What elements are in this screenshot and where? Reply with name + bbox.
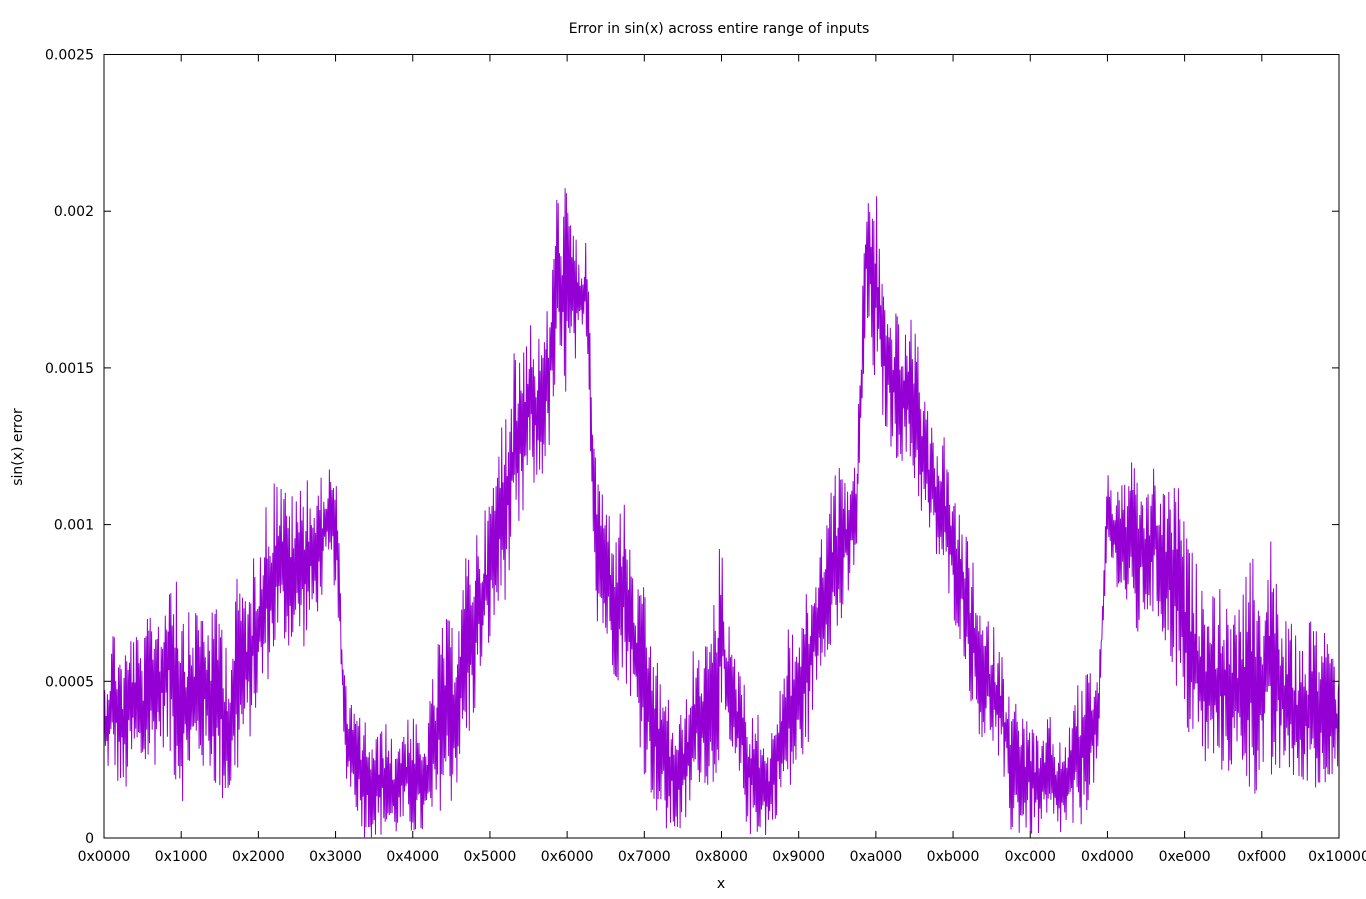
x-tick-label: 0x6000: [541, 849, 594, 865]
plot-series: [103, 188, 1340, 838]
x-axis: 0x0000 0x1000 0x2000 0x3000 0x4000 0x5000 0x60…: [78, 54, 1366, 865]
x-tick-label: 0xe000: [1159, 849, 1211, 865]
plot-frame: [103, 54, 1340, 839]
y-tick-label: 0.0005: [45, 674, 94, 690]
y-tick-label: 0.002: [54, 204, 94, 220]
x-tick-label: 0xa000: [850, 849, 903, 865]
x-tick-label: 0x1000: [155, 849, 208, 865]
x-tick-label: 0x8000: [695, 849, 748, 865]
y-axis: 0 0.0005 0.001 0.0015 0.002 0.0025: [45, 48, 1339, 847]
y-tick-label: 0.0025: [45, 48, 94, 64]
x-tick-label: 0xc000: [1005, 849, 1056, 865]
series-line: [103, 188, 1340, 838]
x-tick-label: 0xb000: [927, 849, 980, 865]
x-axis-label: x: [717, 876, 725, 892]
y-tick-label: 0.0015: [45, 361, 94, 377]
x-tick-label: 0x2000: [232, 849, 285, 865]
x-tick-label: 0xf000: [1237, 849, 1286, 865]
x-tick-label: 0x10000: [1308, 849, 1366, 865]
y-axis-label: sin(x) error: [10, 408, 26, 486]
x-tick-label: 0x9000: [772, 849, 825, 865]
chart-title: Error in sin(x) across entire range of i…: [569, 21, 870, 37]
x-tick-label: 0x7000: [618, 849, 671, 865]
x-tick-label: 0x5000: [464, 849, 517, 865]
x-tick-label: 0x4000: [386, 849, 439, 865]
x-tick-label: 0x0000: [78, 849, 131, 865]
x-tick-label: 0x3000: [309, 849, 362, 865]
y-tick-label: 0: [85, 831, 94, 847]
y-tick-label: 0.001: [54, 518, 94, 534]
x-tick-label: 0xd000: [1081, 849, 1134, 865]
